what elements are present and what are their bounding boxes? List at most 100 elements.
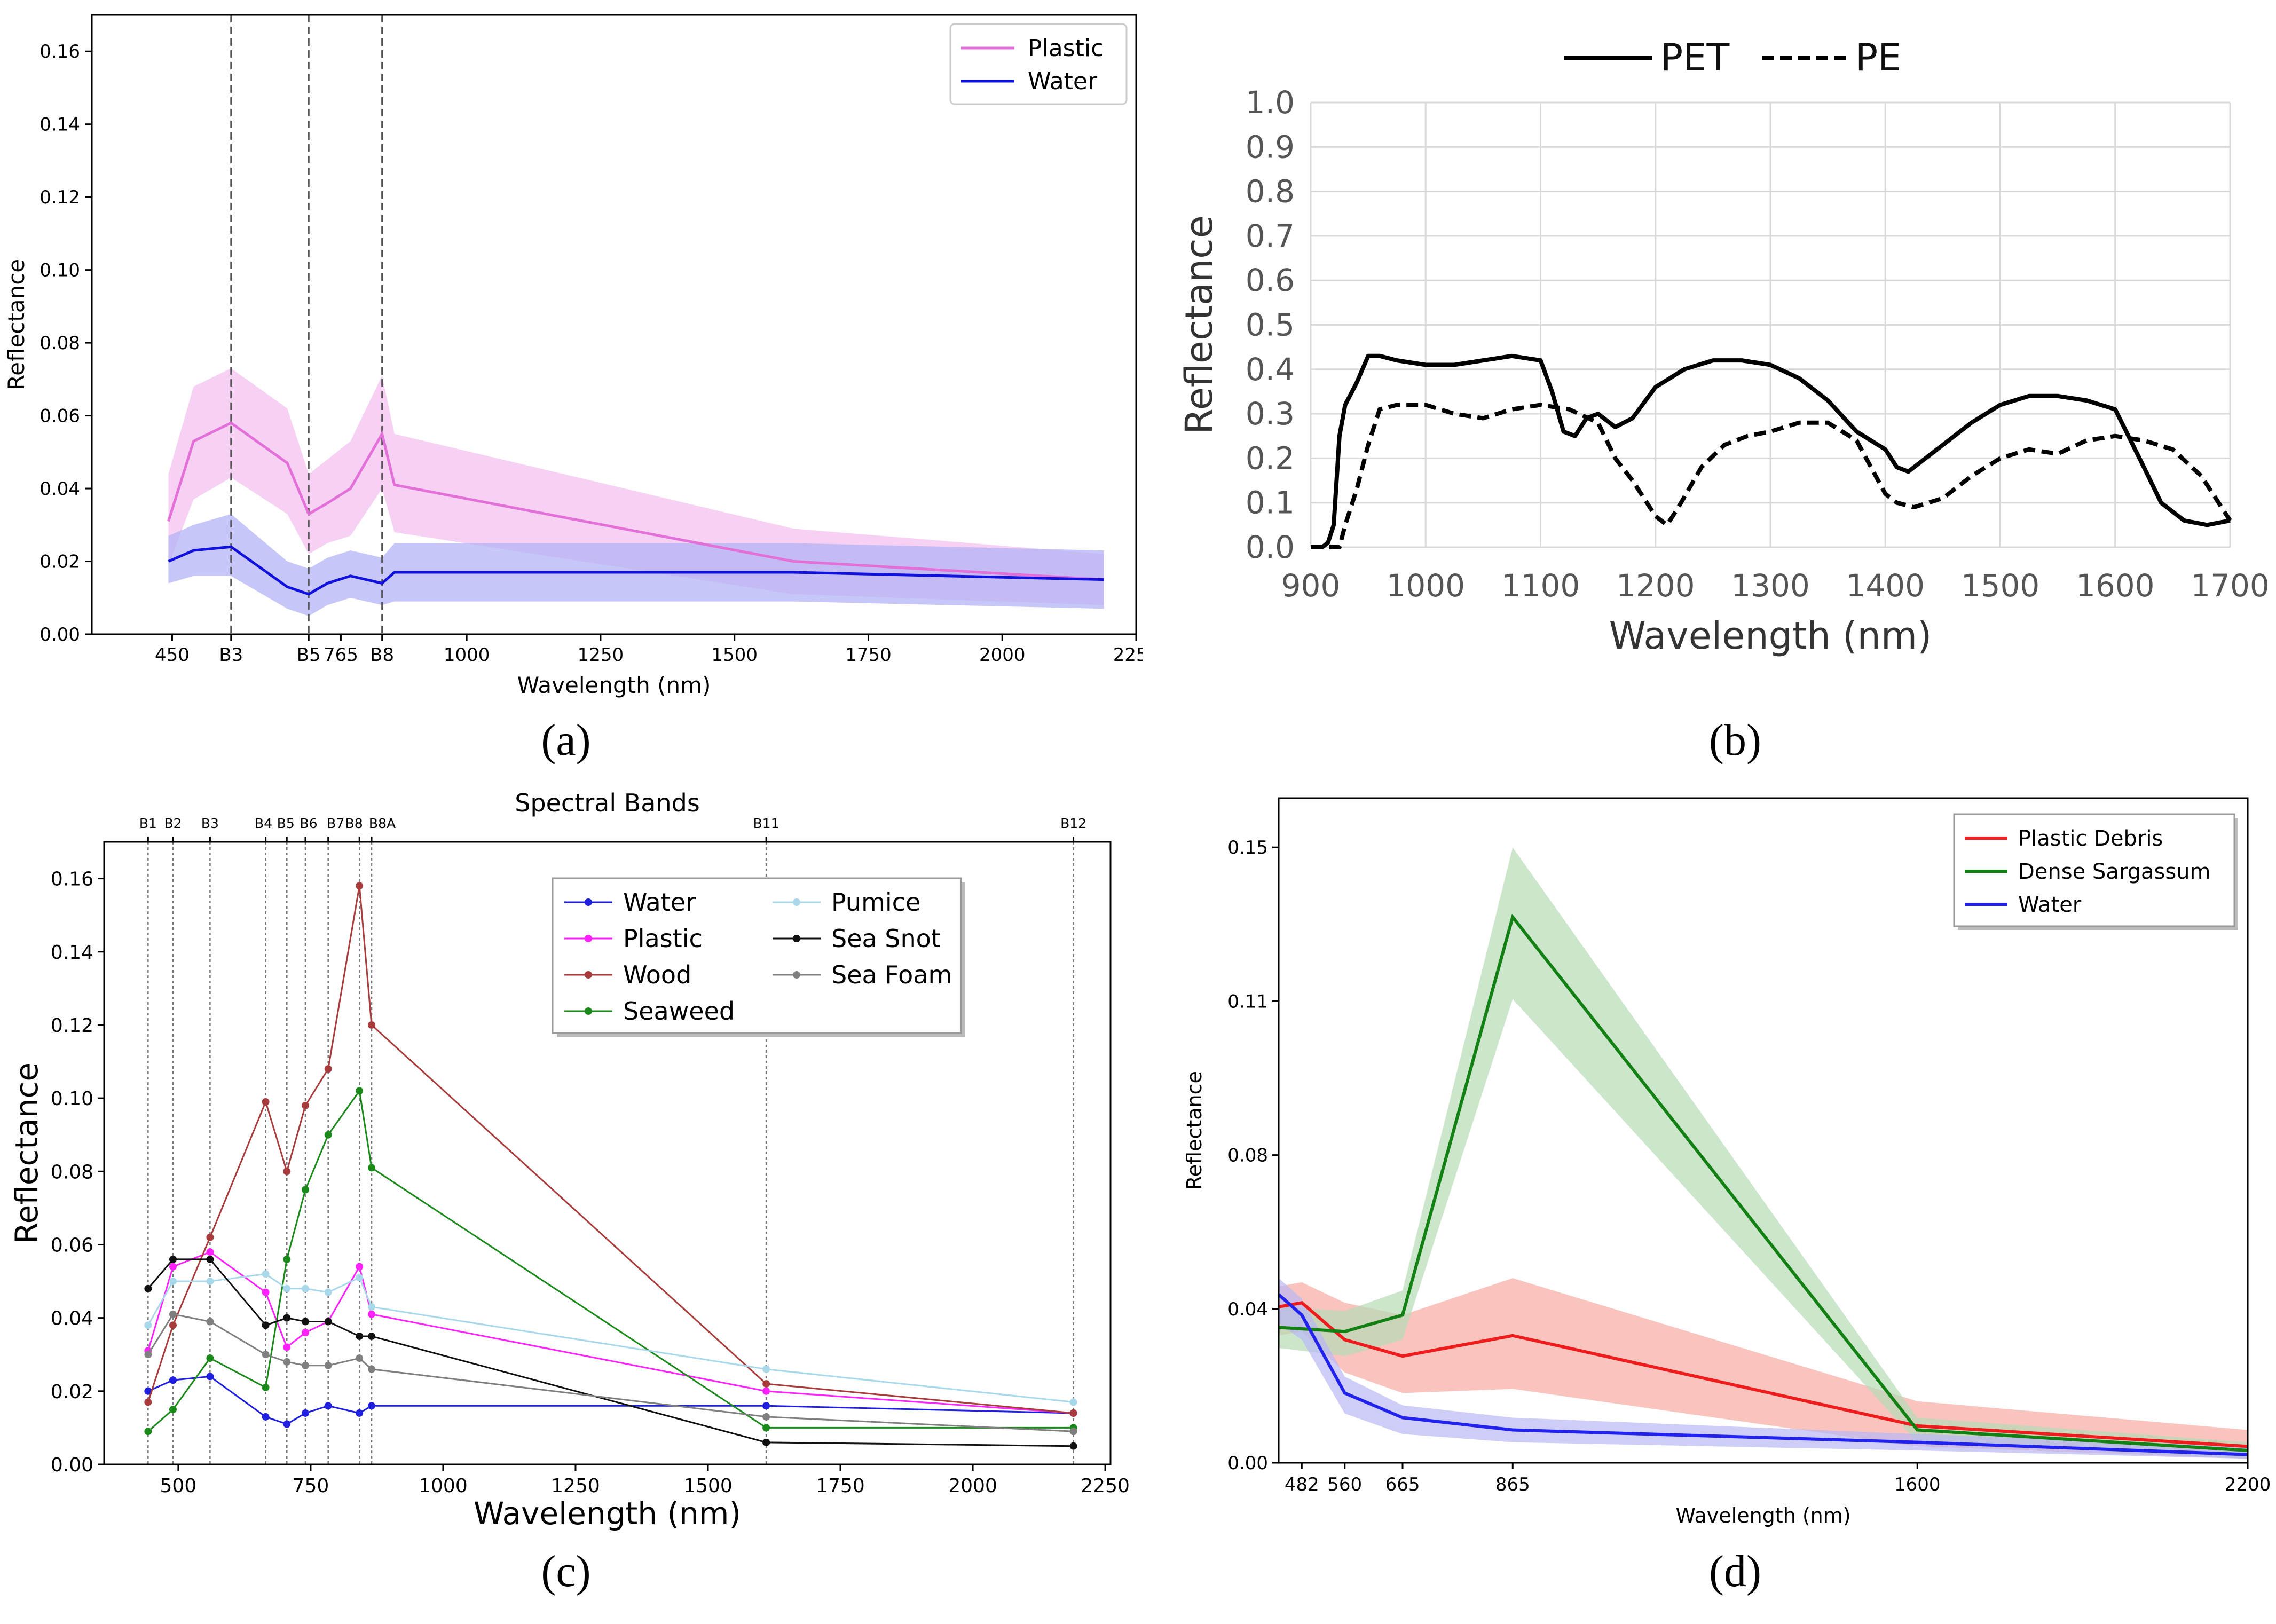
- y-tick-label: 0.00: [1227, 1453, 1268, 1474]
- y-tick-label: 0.00: [40, 624, 80, 645]
- x-tick-label: 1250: [578, 644, 624, 666]
- band-water: [168, 514, 1104, 616]
- series-line-plastic: [167, 421, 1104, 581]
- data-point-plastic: [262, 1288, 270, 1296]
- x-tick-label: 765: [324, 644, 358, 666]
- x-tick-label: 750: [293, 1475, 329, 1497]
- chart-b: 0.0 0.1 0.2 0.3 0.4 0.5 0.6 0.7 0.8 0.9 1.0 900 1000…: [1177, 36, 2270, 658]
- y-tick-label: 0.5: [1246, 307, 1295, 343]
- y-tick-label: 0.12: [40, 187, 80, 208]
- data-point-seaweed: [762, 1424, 770, 1432]
- x-tick-label: 665: [1385, 1474, 1420, 1495]
- data-point-pumice: [169, 1278, 177, 1286]
- data-point-sea-snot: [283, 1314, 291, 1322]
- caption-d: (d): [1709, 1547, 1761, 1596]
- data-point-seaweed: [206, 1354, 214, 1362]
- data-point-seaweed: [169, 1406, 177, 1414]
- y-tick-label: 0.04: [40, 478, 80, 500]
- x-tick-label: 1700: [2191, 567, 2270, 604]
- data-point-seaweed: [144, 1428, 152, 1436]
- y-tick-label: 0.8: [1246, 174, 1295, 210]
- x-tick-label: 450: [155, 644, 190, 666]
- y-tick-label: 0.08: [51, 1161, 93, 1183]
- x-tick-label: 1000: [444, 644, 490, 666]
- y-tick-label: 0.14: [51, 942, 93, 964]
- series-line-water: [1278, 1293, 2248, 1456]
- y-tick-label: 0.08: [40, 333, 80, 354]
- data-point-sea-foam: [169, 1310, 177, 1318]
- y-tick-label: 0.02: [40, 551, 80, 573]
- x-axis-label: Wavelength (nm): [517, 672, 711, 698]
- chart-panel-d: 482 560 665 865 1600 2200 0.00 0.04 0.08 0.11 0.15…: [1159, 774, 2276, 1532]
- legend-label-sea-foam: Sea Foam: [831, 960, 952, 989]
- data-point-seaweed: [262, 1383, 270, 1391]
- data-point-plastic: [356, 1263, 364, 1271]
- legend-label-wood: Wood: [623, 960, 691, 989]
- data-point-seaweed: [302, 1186, 309, 1194]
- band-label-b1: B1: [139, 816, 157, 831]
- x-tick-label: 1000: [419, 1475, 468, 1497]
- y-tick-label: 0.1: [1246, 485, 1295, 521]
- data-point-wood: [144, 1398, 152, 1406]
- legend-label-pumice: Pumice: [831, 888, 920, 917]
- legend-label-plastic-debris: Plastic Debris: [2018, 826, 2163, 851]
- legend-label-sea-snot: Sea Snot: [831, 924, 941, 953]
- legend-label-plastic: Plastic: [623, 924, 703, 953]
- data-point-sea-foam: [762, 1413, 770, 1421]
- band-label-b3: B3: [201, 816, 219, 831]
- y-tick-label: 0.12: [51, 1015, 93, 1037]
- series-line-water: [168, 545, 1104, 596]
- y-tick-label: 0.16: [40, 41, 80, 62]
- data-point-water: [262, 1413, 270, 1421]
- y-tick-label: 0.15: [1227, 837, 1268, 858]
- chart-panel-b: 0.0 0.1 0.2 0.3 0.4 0.5 0.6 0.7 0.8 0.9 1.0 900 1000…: [1159, 0, 2276, 710]
- data-point-sea-foam: [206, 1318, 214, 1326]
- data-point-plastic: [169, 1263, 177, 1271]
- x-tick-label: 482: [1285, 1474, 1319, 1495]
- y-tick-label: 0.7: [1246, 218, 1295, 254]
- x-tick-label: 500: [160, 1475, 197, 1497]
- legend-label-dense-sargassum: Dense Sargassum: [2018, 860, 2210, 884]
- data-point-water: [302, 1409, 309, 1417]
- x-tick-label: 1200: [1616, 567, 1695, 604]
- data-point-sea-snot: [144, 1284, 152, 1292]
- data-point-pumice: [762, 1365, 770, 1373]
- data-point-pumice: [302, 1284, 309, 1292]
- caption-a: (a): [541, 715, 591, 765]
- x-tick-label: 1750: [816, 1475, 865, 1497]
- band-label-b11: B11: [753, 816, 779, 831]
- legend-marker-plastic: [585, 935, 592, 942]
- data-point-plastic: [283, 1343, 291, 1351]
- x-tick-label: 1100: [1501, 567, 1580, 604]
- legend-marker-sea-foam: [793, 971, 800, 979]
- y-tick-label: 0.06: [40, 406, 80, 427]
- band-label-b6: B6: [300, 816, 317, 831]
- data-point-pumice: [368, 1303, 376, 1311]
- y-tick-label: 0.3: [1246, 396, 1295, 432]
- legend-box: [949, 23, 1128, 105]
- series-line-pe: [1311, 403, 2232, 549]
- y-tick-label: 0.06: [51, 1234, 93, 1256]
- data-point-water: [169, 1376, 177, 1384]
- x-tick-label: 1500: [711, 644, 758, 666]
- data-point-wood: [169, 1321, 177, 1329]
- data-point-water: [356, 1409, 364, 1417]
- y-tick-label: 0.10: [51, 1088, 93, 1110]
- y-tick-label: 0.14: [40, 114, 80, 136]
- data-point-wood: [368, 1021, 376, 1029]
- x-tick-label: 1500: [1961, 567, 2040, 604]
- data-point-pumice: [262, 1270, 270, 1278]
- data-point-plastic: [302, 1329, 309, 1337]
- plot-frame: [103, 841, 1112, 1465]
- data-point-sea-foam: [1069, 1428, 1077, 1436]
- data-point-water: [144, 1387, 152, 1395]
- plot-frame: [1278, 797, 2249, 1464]
- series-line-plastic-debris: [1278, 1301, 2248, 1448]
- legend-label-plastic: Plastic: [1028, 35, 1104, 62]
- data-point-sea-snot: [169, 1255, 177, 1263]
- series-line-dense-sargassum: [1278, 913, 2248, 1452]
- legend-label-water: Water: [1028, 68, 1098, 95]
- data-point-pumice: [356, 1274, 364, 1282]
